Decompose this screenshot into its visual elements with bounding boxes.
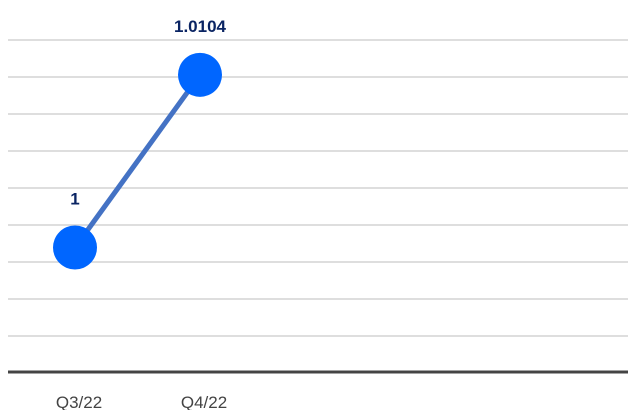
x-tick-labels: Q3/22 Q4/22: [56, 393, 227, 410]
series-group: 1 1.0104: [53, 17, 227, 270]
data-label-0-0: 1: [70, 190, 79, 209]
data-point-0-0: [53, 225, 97, 270]
x-tick-label-0: Q3/22: [56, 393, 102, 410]
x-tick-label-1: Q4/22: [181, 393, 227, 410]
series-line-0: [72, 73, 203, 249]
data-point-0-1: [178, 52, 222, 97]
gridlines: [8, 39, 628, 337]
data-label-0-1: 1.0104: [174, 17, 227, 36]
